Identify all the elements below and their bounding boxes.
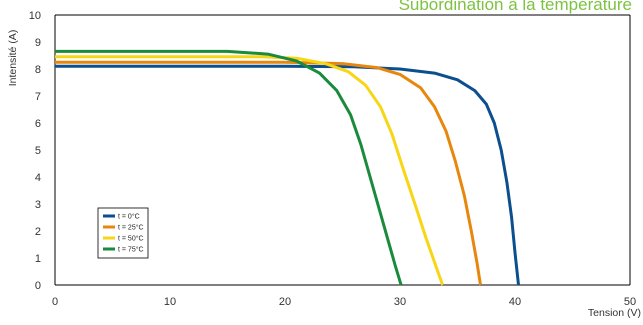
series-layer <box>55 49 520 286</box>
x-axis-label: Tension (V) <box>588 307 641 319</box>
series-line-2 <box>55 55 445 286</box>
y-axis-label: Intensité (A) <box>7 30 19 87</box>
series-line-3 <box>55 49 403 286</box>
legend-label-0: t = 0°C <box>118 213 140 221</box>
x-tick-label: 40 <box>509 296 521 308</box>
y-tick-label: 3 <box>35 199 41 211</box>
x-tick-label: 0 <box>52 296 58 308</box>
x-tick-label: 50 <box>624 296 636 308</box>
y-tick-label: 6 <box>35 118 41 130</box>
chart-title: Subordination à la température <box>399 0 632 14</box>
x-tick-label: 30 <box>394 296 406 308</box>
x-tick-label: 10 <box>164 296 176 308</box>
y-tick-label: 4 <box>35 172 41 184</box>
y-tick-label: 5 <box>35 145 41 157</box>
y-tick-label: 1 <box>35 253 41 265</box>
y-tick-label: 2 <box>35 226 41 238</box>
x-axis-ticks: 0 10 20 30 40 50 <box>52 296 636 308</box>
y-tick-label: 7 <box>35 91 41 103</box>
x-tick-label: 20 <box>279 296 291 308</box>
y-axis-ticks: 0 1 2 3 4 5 6 7 8 9 10 <box>29 10 41 292</box>
legend-label-3: t = 75°C <box>118 246 144 254</box>
legend: t = 0°C t = 25°C t = 50°C t = 75°C <box>97 207 149 259</box>
y-tick-label: 10 <box>29 10 41 22</box>
legend-label-2: t = 50°C <box>118 235 144 243</box>
y-tick-label: 8 <box>35 64 41 76</box>
series-line-1 <box>55 60 482 286</box>
legend-label-1: t = 25°C <box>118 224 144 232</box>
y-tick-label: 9 <box>35 37 41 49</box>
y-tick-label: 0 <box>35 280 41 292</box>
